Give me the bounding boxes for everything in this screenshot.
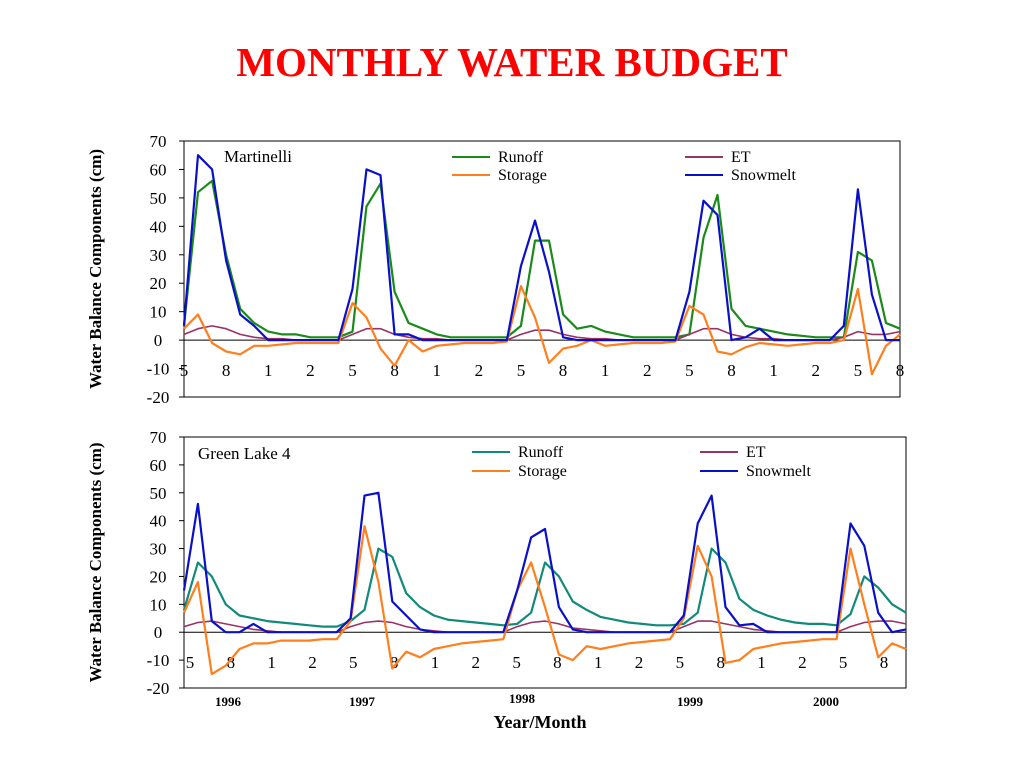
- year-label: 1999: [677, 694, 704, 709]
- series-line-storage: [183, 285, 901, 376]
- series-line-storage: [182, 525, 907, 676]
- month-tick-label: 5: [349, 653, 358, 672]
- month-tick-label: 1: [601, 361, 610, 380]
- y-tick-label: 50: [150, 484, 167, 503]
- y-tick-label: -10: [147, 360, 170, 379]
- month-tick-label: 1: [431, 653, 440, 672]
- month-tick-label: 5: [512, 653, 521, 672]
- month-tick-label: 1: [267, 653, 276, 672]
- month-tick-label: 5: [854, 361, 863, 380]
- month-tick-label: 8: [222, 361, 231, 380]
- x-axis-title: Year/Month: [493, 712, 587, 732]
- y-tick-label: 20: [150, 274, 167, 293]
- year-label: 1997: [349, 694, 376, 709]
- legend-label-storage: Storage: [498, 167, 547, 184]
- month-tick-label: 8: [727, 361, 736, 380]
- month-tick-label: 1: [769, 361, 778, 380]
- month-tick-label: 8: [880, 653, 889, 672]
- y-tick-label: 0: [154, 623, 163, 642]
- site-name: Green Lake 4: [198, 444, 291, 463]
- month-tick-label: 2: [472, 653, 481, 672]
- month-tick-label: 5: [180, 361, 189, 380]
- month-tick-label: 2: [308, 653, 317, 672]
- series-line-snowmelt: [182, 491, 907, 634]
- month-tick-label: 8: [227, 653, 236, 672]
- legend-label-storage: Storage: [518, 463, 567, 480]
- y-tick-label: 0: [154, 331, 163, 350]
- month-tick-label: 2: [643, 361, 652, 380]
- legend-label-runoff: Runoff: [498, 149, 544, 166]
- y-tick-label: 30: [150, 246, 167, 265]
- y-tick-label: 60: [150, 456, 167, 475]
- plot-frame-1: [183, 140, 901, 398]
- month-tick-label: 2: [475, 361, 484, 380]
- y-tick-label: -20: [147, 388, 170, 407]
- year-label: 1996: [215, 694, 242, 709]
- month-tick-label: 8: [390, 653, 399, 672]
- month-tick-label: 5: [517, 361, 526, 380]
- y-tick-label: 20: [150, 567, 167, 586]
- legend-label-snowmelt: Snowmelt: [731, 167, 796, 184]
- y-axis-label: Water Balance Components (cm): [86, 442, 105, 682]
- month-tick-label: 5: [685, 361, 694, 380]
- legend-label-runoff: Runoff: [518, 444, 564, 461]
- y-tick-label: 10: [150, 303, 167, 322]
- month-tick-label: 8: [559, 361, 568, 380]
- series-line-snowmelt: [182, 154, 900, 342]
- month-tick-label: 8: [553, 653, 562, 672]
- series-line-runoff: [182, 547, 907, 628]
- month-tick-label: 2: [798, 653, 807, 672]
- y-tick-label: -10: [147, 651, 170, 670]
- legend-label-snowmelt: Snowmelt: [746, 463, 811, 480]
- y-tick-label: 40: [150, 217, 167, 236]
- legend-label-et: ET: [746, 444, 766, 461]
- series-line-runoff: [182, 179, 901, 339]
- month-tick-label: 1: [594, 653, 603, 672]
- month-tick-label: 2: [812, 361, 821, 380]
- slide-title: MONTHLY WATER BUDGET: [236, 39, 788, 85]
- month-tick-label: 8: [716, 653, 725, 672]
- month-tick-label: 5: [186, 653, 195, 672]
- year-label: 2000: [813, 694, 839, 709]
- y-tick-label: -20: [147, 679, 170, 698]
- month-tick-label: 5: [839, 653, 848, 672]
- y-tick-label: 10: [150, 595, 167, 614]
- month-tick-label: 8: [390, 361, 399, 380]
- y-tick-label: 70: [150, 428, 167, 447]
- y-tick-label: 60: [150, 160, 167, 179]
- month-tick-label: 2: [635, 653, 644, 672]
- y-tick-label: 50: [150, 189, 167, 208]
- y-tick-label: 30: [150, 540, 167, 559]
- y-axis-label: Water Balance Components (cm): [86, 149, 105, 389]
- y-tick-label: 40: [150, 512, 167, 531]
- month-tick-label: 1: [432, 361, 441, 380]
- y-tick-label: 70: [150, 132, 167, 151]
- month-tick-label: 1: [264, 361, 273, 380]
- legend-label-et: ET: [731, 149, 751, 166]
- site-name: Martinelli: [224, 147, 292, 166]
- month-tick-label: 5: [348, 361, 357, 380]
- month-tick-label: 8: [896, 361, 905, 380]
- plot-frame-2: [183, 436, 907, 689]
- month-tick-label: 5: [676, 653, 685, 672]
- year-label: 1998: [509, 691, 536, 706]
- month-tick-label: 2: [306, 361, 315, 380]
- month-tick-label: 1: [757, 653, 766, 672]
